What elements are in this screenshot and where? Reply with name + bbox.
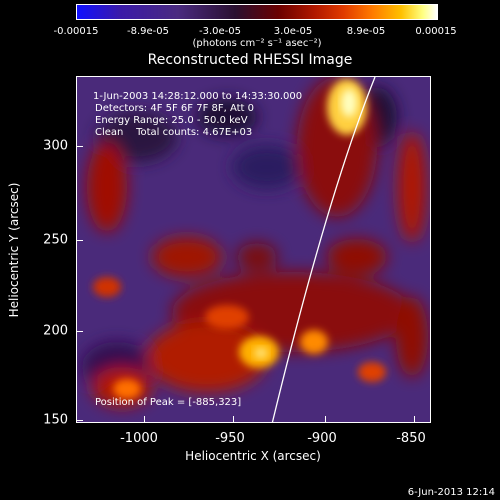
footer-date: 6-Jun-2013 12:14 <box>407 487 495 498</box>
colorbar-tick-label: -3.0e-05 <box>199 26 241 37</box>
time-range-text: 1-Jun-2003 14:28:12.000 to 14:33:30.000 <box>93 91 303 102</box>
peak-position-text: Position of Peak = [-885,323] <box>95 397 242 408</box>
flux-map <box>77 77 430 422</box>
y-tick-label: 150 <box>43 412 68 428</box>
colorbar-tick-label: -0.00015 <box>53 26 99 37</box>
y-tick-label: 250 <box>43 232 68 248</box>
x-tick-label: -900 <box>307 431 337 446</box>
x-axis-label: Heliocentric X (arcsec) <box>185 449 321 463</box>
image-plot: 1-Jun-2003 14:28:12.000 to 14:33:30.000 … <box>76 76 431 423</box>
colorbar-tick-label: -8.9e-05 <box>127 26 169 37</box>
y-tick-label: 200 <box>43 323 68 339</box>
energy-range-text: Energy Range: 25.0 - 50.0 keV <box>95 115 248 126</box>
plot-title: Reconstructed RHESSI Image <box>147 52 353 68</box>
x-tick-label: -850 <box>396 431 426 446</box>
colorbar-tick-label: 3.0e-05 <box>273 26 313 37</box>
clean-counts-text: Clean Total counts: 4.67E+03 <box>95 127 253 138</box>
colorbar <box>76 4 438 20</box>
y-axis-label: Heliocentric Y (arcsec) <box>7 182 21 318</box>
colorbar-units: (photons cm⁻² s⁻¹ asec⁻²) <box>192 38 322 49</box>
colorbar-gradient <box>77 5 437 19</box>
x-tick-label: -1000 <box>120 431 158 446</box>
detectors-text: Detectors: 4F 5F 6F 7F 8F, Att 0 <box>95 103 255 114</box>
y-tick-label: 300 <box>43 138 68 154</box>
colorbar-tick-label: 0.00015 <box>415 26 457 37</box>
colorbar-tick-label: 8.9e-05 <box>346 26 386 37</box>
x-tick-label: -950 <box>215 431 245 446</box>
